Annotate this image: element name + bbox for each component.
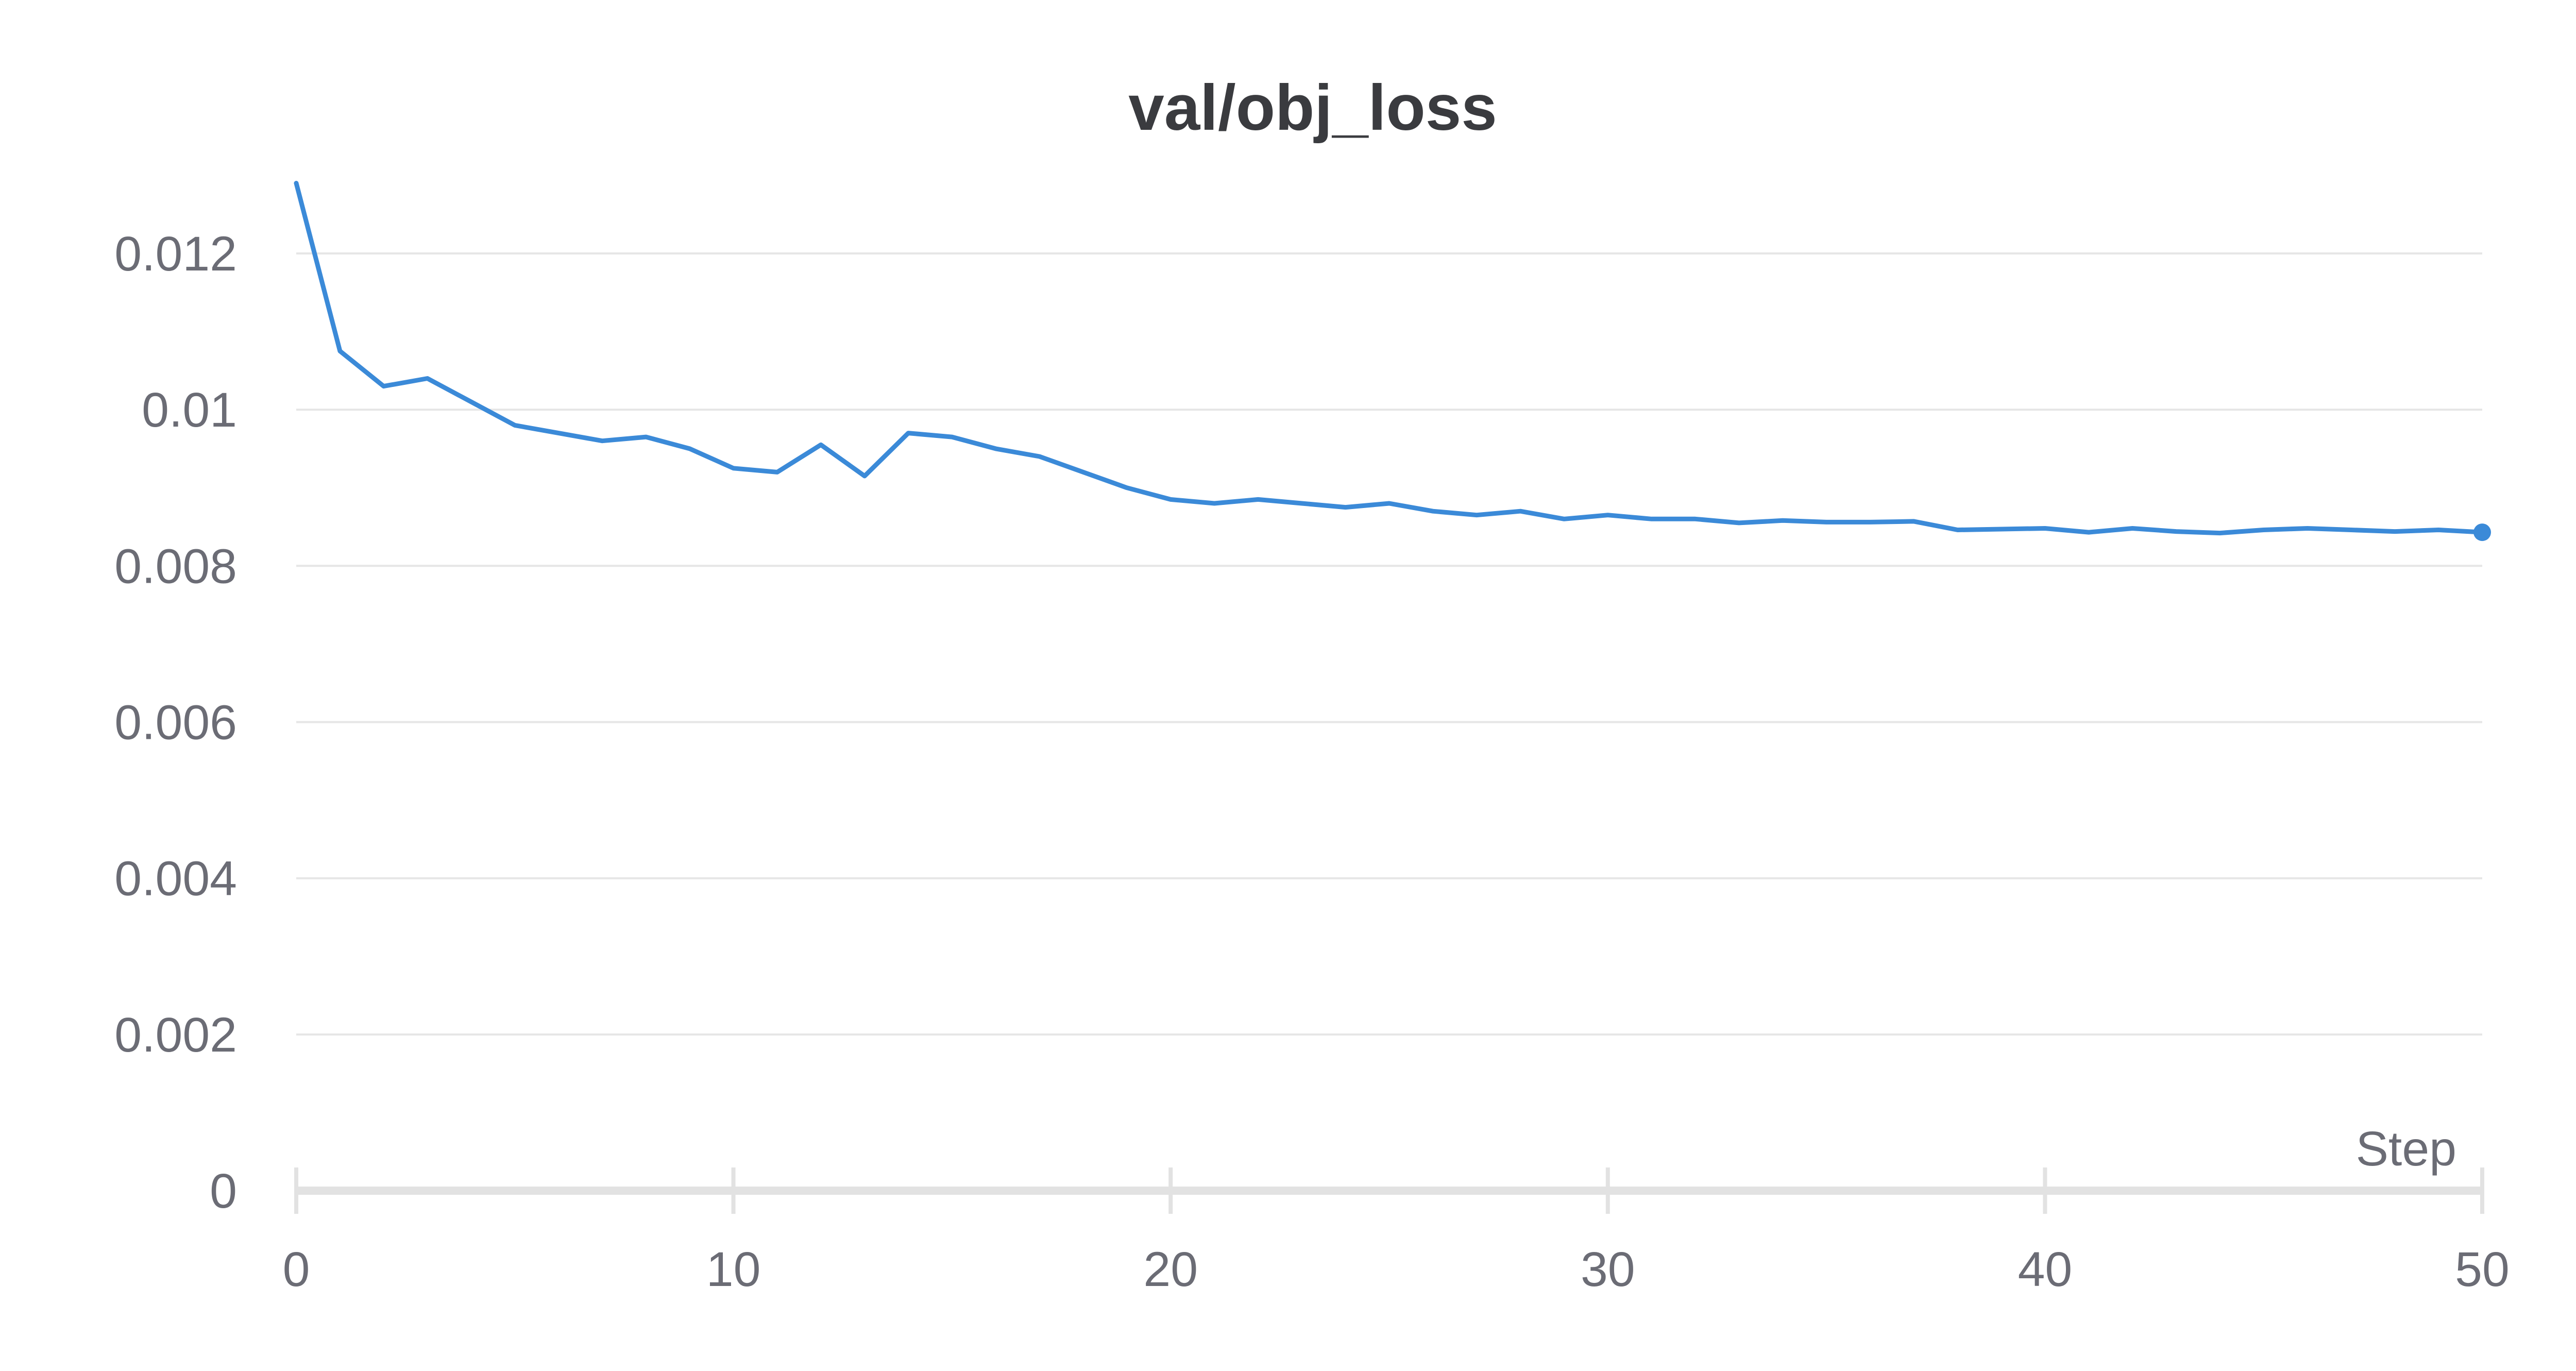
y-tick-label: 0.002	[114, 1008, 237, 1062]
y-axis: 0 0.002 0.004 0.006 0.008 0.01 0.012	[114, 227, 237, 1218]
x-axis	[294, 1167, 2484, 1214]
y-tick-label: 0.012	[114, 227, 237, 281]
x-tick-label: 20	[1143, 1242, 1198, 1297]
series-line	[294, 181, 2485, 536]
x-tick-label: 0	[283, 1242, 310, 1297]
gridlines	[296, 252, 2482, 1036]
chart-title: val/obj_loss	[1128, 72, 1497, 144]
x-tick-label: 40	[2018, 1242, 2073, 1297]
x-axis-title: Step	[2356, 1122, 2456, 1176]
y-tick-label: 0.008	[114, 539, 237, 594]
series-lines	[294, 181, 2491, 541]
y-tick-label: 0.004	[114, 852, 237, 906]
x-tick-label: 50	[2455, 1242, 2510, 1297]
y-tick-label: 0.006	[114, 695, 237, 750]
y-tick-label: 0	[210, 1164, 237, 1218]
y-tick-label: 0.01	[142, 383, 237, 437]
x-tick-label: 10	[706, 1242, 761, 1297]
x-axis-tick-labels: 0 10 20 30 40 50	[283, 1242, 2510, 1297]
series-end-point[interactable]	[2473, 523, 2491, 541]
x-tick-label: 30	[1581, 1242, 1635, 1297]
